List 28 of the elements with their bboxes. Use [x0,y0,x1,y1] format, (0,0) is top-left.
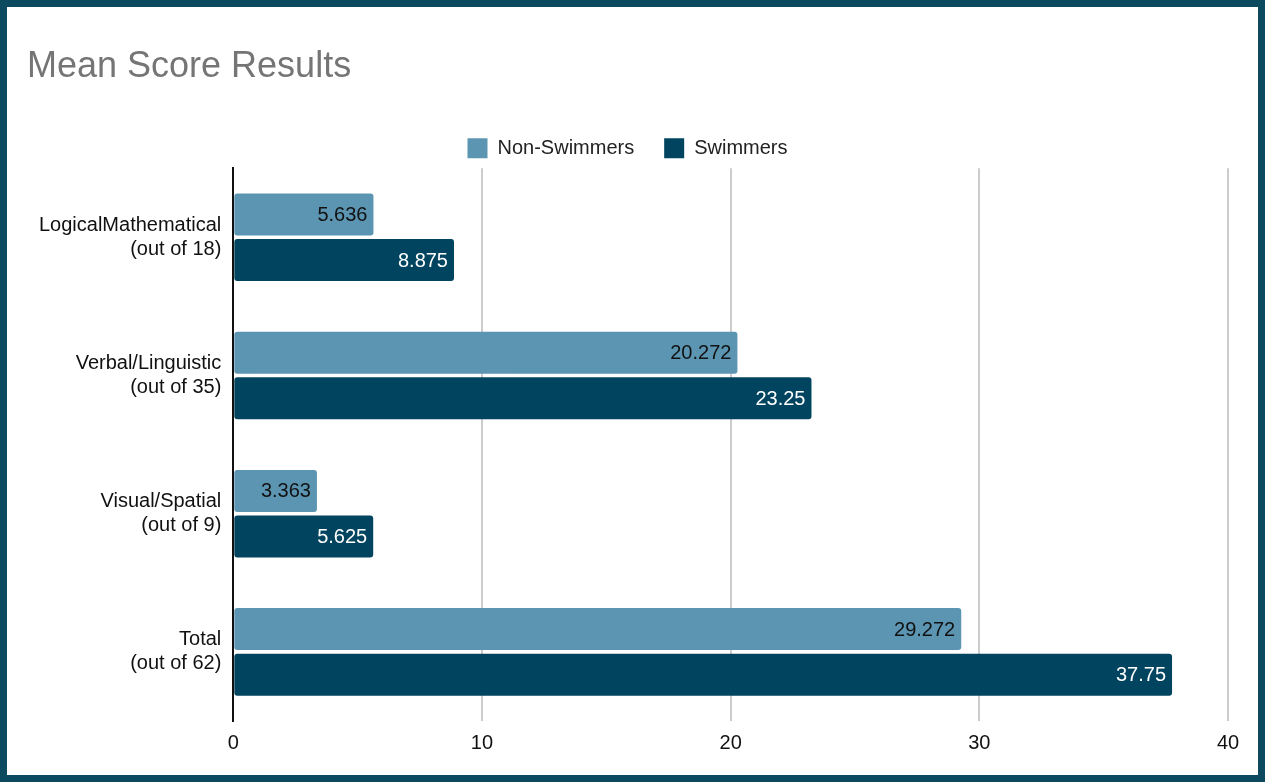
data-label: 23.25 [755,386,806,409]
x-tick-label: 10 [470,730,494,753]
data-label: 8.875 [397,248,449,271]
data-label: 37.75 [1115,663,1167,686]
bar [234,469,317,512]
legend-label: Non-Swimmers [497,135,635,158]
y-tick-label: LogicalMathematical (out of 18) [38,212,222,259]
data-label: 5.625 [317,525,368,548]
data-label: 5.636 [317,203,368,226]
bar [234,515,374,558]
y-tick-label: Total (out of 62) [130,627,222,674]
y-tick-label: Verbal/Linguistic (out of 35) [75,351,222,398]
bar [234,193,374,236]
data-label: 3.363 [260,479,311,502]
x-tick-label: 30 [968,730,991,753]
bar [234,377,812,420]
bar [234,653,1173,696]
bar [234,331,738,374]
data-label: 20.272 [670,341,732,364]
bar [234,239,455,282]
x-tick-label: 20 [719,730,742,753]
y-tick-label: Visual/Spatial (out of 9) [100,489,222,536]
bar [234,608,962,651]
x-tick-label: 40 [1216,730,1240,753]
chart-title: Mean Score Results [27,43,352,85]
legend-label: Swimmers [694,135,788,158]
x-tick-label: 0 [227,730,239,753]
data-label: 29.272 [894,617,956,640]
